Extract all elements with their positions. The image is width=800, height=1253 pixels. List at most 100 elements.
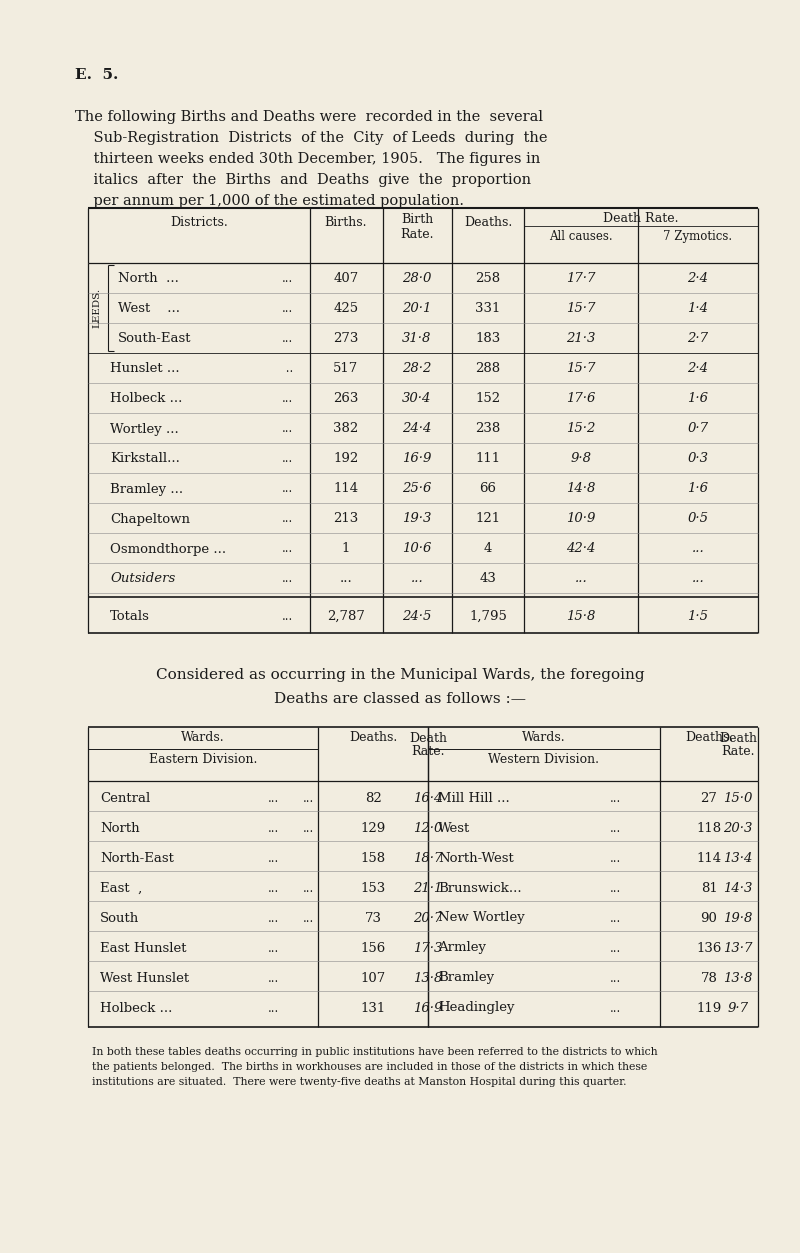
Text: ...: ... — [303, 822, 314, 834]
Text: 407: 407 — [334, 272, 358, 286]
Text: East Hunslet: East Hunslet — [100, 941, 186, 955]
Text: All causes.: All causes. — [549, 231, 613, 243]
Text: West: West — [438, 822, 470, 834]
Text: 78: 78 — [701, 971, 718, 985]
Text: Districts.: Districts. — [170, 216, 228, 229]
Text: 13·7: 13·7 — [723, 941, 753, 955]
Text: 24·5: 24·5 — [402, 609, 432, 623]
Text: ...: ... — [610, 882, 622, 895]
Text: 382: 382 — [334, 422, 358, 436]
Text: 12·0: 12·0 — [414, 822, 442, 834]
Text: 192: 192 — [334, 452, 358, 466]
Text: thirteen weeks ended 30th December, 1905.   The figures in: thirteen weeks ended 30th December, 1905… — [75, 152, 540, 165]
Text: Bramley ...: Bramley ... — [110, 482, 183, 495]
Text: 152: 152 — [475, 392, 501, 406]
Text: 131: 131 — [360, 1001, 386, 1015]
Text: 20·1: 20·1 — [402, 302, 432, 316]
Text: 9·8: 9·8 — [570, 452, 591, 466]
Text: 273: 273 — [334, 332, 358, 346]
Text: 90: 90 — [701, 911, 718, 925]
Text: 1·6: 1·6 — [687, 392, 709, 406]
Text: ...: ... — [268, 852, 279, 865]
Text: ...: ... — [610, 792, 622, 804]
Text: ...: ... — [268, 941, 279, 955]
Text: 27: 27 — [701, 792, 718, 804]
Text: North  ...: North ... — [118, 272, 179, 286]
Text: Central: Central — [100, 792, 150, 804]
Text: 114: 114 — [697, 852, 722, 865]
Text: West Hunslet: West Hunslet — [100, 971, 189, 985]
Text: ...: ... — [692, 573, 704, 585]
Text: 118: 118 — [697, 822, 722, 834]
Text: 1,795: 1,795 — [469, 609, 507, 623]
Text: 136: 136 — [696, 941, 722, 955]
Text: Birth: Birth — [401, 213, 433, 226]
Text: Considered as occurring in the Municipal Wards, the foregoing: Considered as occurring in the Municipal… — [156, 668, 644, 682]
Text: ...: ... — [282, 272, 294, 286]
Text: 129: 129 — [360, 822, 386, 834]
Text: 17·3: 17·3 — [414, 941, 442, 955]
Text: 2,787: 2,787 — [327, 609, 365, 623]
Text: Bramley: Bramley — [438, 971, 494, 985]
Text: 111: 111 — [475, 452, 501, 466]
Text: 16·9: 16·9 — [414, 1001, 442, 1015]
Text: 28·0: 28·0 — [402, 272, 432, 286]
Text: italics  after  the  Births  and  Deaths  give  the  proportion: italics after the Births and Deaths give… — [75, 173, 531, 187]
Text: ..: .. — [282, 362, 294, 376]
Text: Kirkstall...: Kirkstall... — [110, 452, 180, 466]
Text: ...: ... — [282, 332, 294, 346]
Text: Hunslet ...: Hunslet ... — [110, 362, 180, 376]
Text: The following Births and Deaths were  recorded in the  several: The following Births and Deaths were rec… — [75, 110, 543, 124]
Text: 28·2: 28·2 — [402, 362, 432, 376]
Text: ...: ... — [610, 911, 622, 925]
Text: 16·4: 16·4 — [414, 792, 442, 804]
Text: Eastern Division.: Eastern Division. — [149, 753, 257, 766]
Text: 4: 4 — [484, 543, 492, 555]
Text: Holbeck ...: Holbeck ... — [100, 1001, 172, 1015]
Text: ...: ... — [268, 882, 279, 895]
Text: ...: ... — [268, 1001, 279, 1015]
Text: ...: ... — [282, 482, 294, 495]
Text: North: North — [100, 822, 140, 834]
Text: 10·6: 10·6 — [402, 543, 432, 555]
Text: 20·7: 20·7 — [414, 911, 442, 925]
Text: Rate.: Rate. — [411, 746, 445, 758]
Text: 0·3: 0·3 — [687, 452, 709, 466]
Text: ...: ... — [282, 392, 294, 406]
Text: Rate.: Rate. — [722, 746, 754, 758]
Text: 82: 82 — [365, 792, 382, 804]
Text: 20·3: 20·3 — [723, 822, 753, 834]
Text: Chapeltown: Chapeltown — [110, 512, 190, 525]
Text: Death: Death — [409, 732, 447, 746]
Text: Deaths.: Deaths. — [349, 730, 397, 744]
Text: 66: 66 — [479, 482, 497, 495]
Text: Brunswick...: Brunswick... — [438, 882, 522, 895]
Text: ...: ... — [282, 609, 294, 623]
Text: 1·5: 1·5 — [687, 609, 709, 623]
Text: Wards.: Wards. — [181, 730, 225, 744]
Text: 16·9: 16·9 — [402, 452, 432, 466]
Text: 2·4: 2·4 — [687, 362, 709, 376]
Text: 238: 238 — [475, 422, 501, 436]
Text: 425: 425 — [334, 302, 358, 316]
Text: 2·4: 2·4 — [687, 272, 709, 286]
Text: 1·4: 1·4 — [687, 302, 709, 316]
Text: 9·7: 9·7 — [727, 1001, 749, 1015]
Text: Deaths.: Deaths. — [464, 216, 512, 229]
Text: Wards.: Wards. — [522, 730, 566, 744]
Text: 10·9: 10·9 — [566, 512, 596, 525]
Text: Sub-Registration  Districts  of the  City  of Leeds  during  the: Sub-Registration Districts of the City o… — [75, 132, 547, 145]
Text: institutions are situated.  There were twenty-five deaths at Manston Hospital du: institutions are situated. There were tw… — [92, 1078, 626, 1088]
Text: 288: 288 — [475, 362, 501, 376]
Text: Births.: Births. — [325, 216, 367, 229]
Text: 25·6: 25·6 — [402, 482, 432, 495]
Text: ...: ... — [303, 882, 314, 895]
Text: 2·7: 2·7 — [687, 332, 709, 346]
Text: ...: ... — [574, 573, 587, 585]
Text: per annum per 1,000 of the estimated population.: per annum per 1,000 of the estimated pop… — [75, 194, 464, 208]
Text: 1: 1 — [342, 543, 350, 555]
Text: ...: ... — [692, 543, 704, 555]
Text: Rate.: Rate. — [400, 228, 434, 241]
Text: 15·8: 15·8 — [566, 609, 596, 623]
Text: ...: ... — [610, 852, 622, 865]
